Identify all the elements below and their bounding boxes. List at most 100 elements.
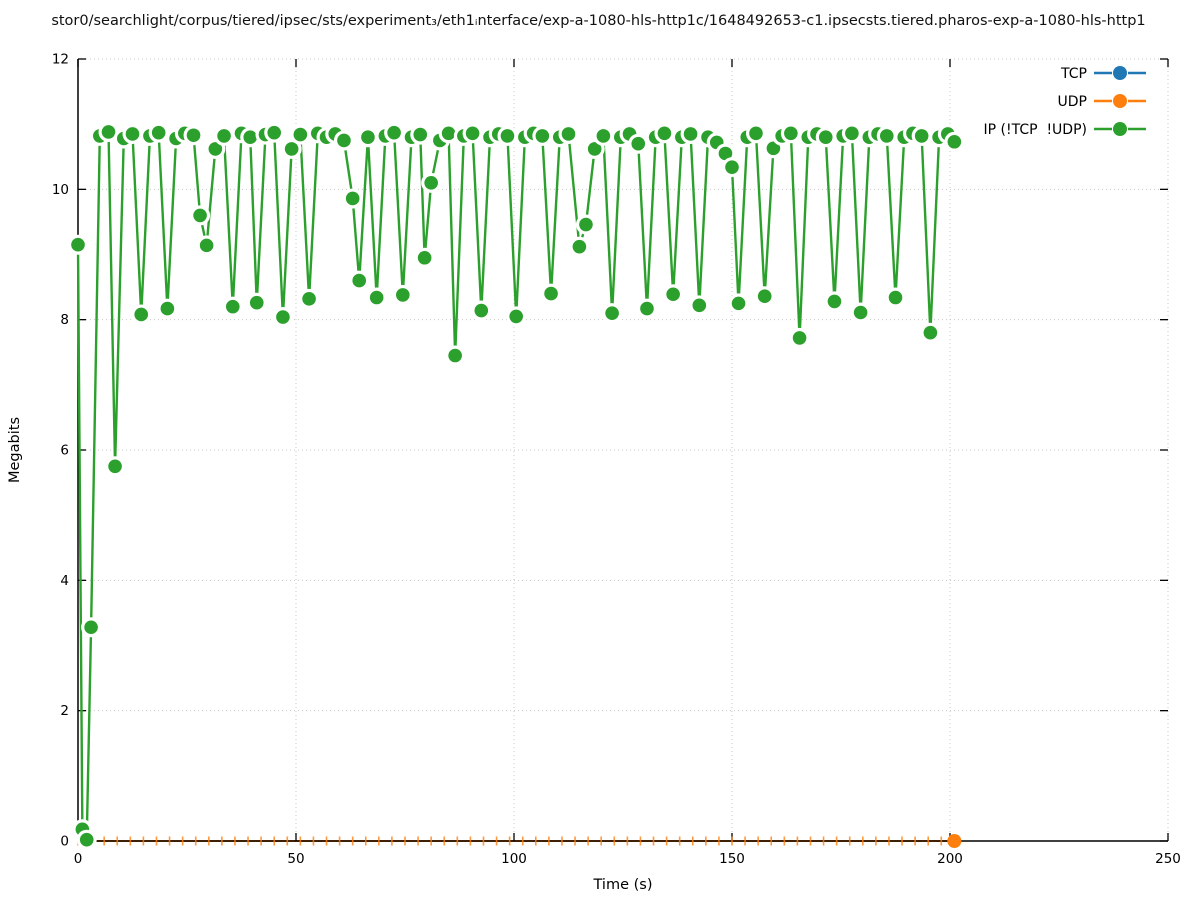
ip-data-point — [640, 301, 654, 316]
ip-data-point — [718, 146, 733, 161]
ip-data-point — [108, 459, 122, 474]
ip-data-point — [387, 125, 401, 140]
y-tick-label: 4 — [60, 573, 69, 589]
ip-data-point — [827, 294, 842, 309]
ip-data-point — [596, 129, 611, 143]
x-tick-label: 250 — [1155, 851, 1181, 867]
ip-data-point — [561, 127, 576, 141]
ip-data-point — [413, 127, 428, 142]
y-axis-label: Megabits — [7, 417, 23, 483]
ip-data-point — [692, 298, 707, 313]
x-tick-label: 150 — [719, 851, 745, 867]
legend-marker-sample — [1113, 122, 1127, 136]
ip-data-point — [345, 191, 360, 206]
ip-data-point — [587, 142, 602, 156]
ip-data-point — [151, 125, 166, 140]
ip-data-point — [448, 348, 462, 363]
ip-data-point — [369, 290, 384, 305]
ip-data-point — [84, 620, 98, 635]
ip-data-point — [441, 126, 456, 141]
ip-data-point — [757, 289, 772, 304]
data-layer — [68, 121, 965, 850]
ip-data-point — [134, 307, 149, 322]
x-tick-label: 200 — [937, 851, 963, 867]
legend-label: IP (!TCP !UDP) — [984, 122, 1088, 138]
ip-data-point — [352, 273, 367, 288]
y-tick-label: 12 — [52, 52, 69, 68]
ip-data-point — [923, 325, 938, 340]
legend-row-udp: UDP — [1058, 94, 1146, 110]
ip-data-point — [276, 310, 290, 324]
tick-label-layer: 0 50 100 150 200 250 0 2 4 6 8 10 12 — [52, 52, 1181, 868]
x-tick-label: 100 — [501, 851, 527, 867]
legend-label: TCP — [1060, 66, 1087, 82]
ip-data-point — [605, 306, 619, 320]
ip-data-point — [888, 290, 903, 305]
ip-data-point — [71, 237, 85, 252]
ip-data-point — [572, 239, 587, 254]
ip-data-point — [249, 295, 264, 310]
ip-data-point — [474, 303, 489, 318]
ip-data-point — [396, 288, 410, 302]
ip-data-point — [792, 331, 807, 345]
ip-data-point — [914, 129, 929, 143]
ip-data-point — [193, 208, 207, 223]
axes-layer — [77, 58, 1169, 842]
ip-data-point — [267, 125, 282, 140]
x-tick-label: 0 — [74, 851, 83, 867]
y-tick-label: 6 — [60, 443, 69, 459]
legend-row-ip-tcp-udp: IP (!TCP !UDP) — [984, 122, 1146, 138]
legend-row-tcp: TCP — [1060, 66, 1146, 82]
ip-data-point — [784, 126, 798, 141]
ip-data-point — [853, 305, 868, 320]
ip-data-point — [666, 287, 680, 302]
legend: TCP UDP IP (!TCP !UDP) — [984, 66, 1146, 138]
ip-data-point — [725, 160, 739, 174]
ip-data-point — [766, 141, 781, 156]
plot-title: stor0/searchlight/corpus/tiered/ipsec/st… — [51, 13, 1146, 29]
ip-data-point — [818, 130, 833, 144]
legend-marker-sample — [1113, 94, 1127, 108]
ip-data-point — [535, 129, 550, 143]
ip-data-point — [500, 129, 515, 143]
ip-data-point — [683, 127, 698, 141]
ip-data-point — [225, 299, 240, 314]
ip-data-point — [101, 125, 116, 139]
ip-data-point — [284, 142, 299, 156]
ip-data-point — [579, 217, 593, 232]
ip-data-point — [125, 127, 140, 141]
y-tick-label: 8 — [60, 312, 69, 328]
ip-data-point — [509, 309, 523, 324]
ip-data-point — [657, 126, 672, 141]
ip-data-point — [947, 134, 962, 149]
ip-data-point — [731, 296, 746, 311]
ip-data-point — [208, 142, 223, 156]
ip-data-point — [631, 136, 646, 151]
ip-data-point — [186, 128, 201, 143]
ip-data-point — [199, 238, 214, 253]
ip-data-point — [302, 292, 316, 306]
y-tick-label: 10 — [52, 182, 69, 198]
ip-data-point — [337, 133, 351, 148]
y-tick-label: 0 — [60, 834, 69, 850]
ip-data-point — [217, 129, 231, 143]
ip-data-point — [243, 130, 258, 144]
ip-data-point — [544, 286, 558, 301]
ip-data-point — [79, 832, 94, 847]
y-tick-label: 2 — [60, 703, 69, 719]
ip-data-point — [465, 126, 480, 141]
udp-end-point — [947, 834, 962, 848]
x-tick-label: 50 — [287, 851, 304, 867]
ip-data-point — [417, 250, 432, 265]
x-axis-label: Time (s) — [593, 877, 653, 893]
ip-data-point — [749, 126, 763, 141]
ip-data-point — [879, 129, 894, 143]
ip-data-point — [160, 301, 175, 316]
ip-data-point — [424, 176, 438, 190]
legend-marker-sample — [1113, 66, 1127, 80]
ip-data-point — [293, 127, 308, 142]
ip-data-point — [845, 126, 859, 141]
legend-label: UDP — [1058, 94, 1087, 110]
grid-layer — [78, 58, 1169, 841]
ip-data-point — [361, 130, 375, 144]
